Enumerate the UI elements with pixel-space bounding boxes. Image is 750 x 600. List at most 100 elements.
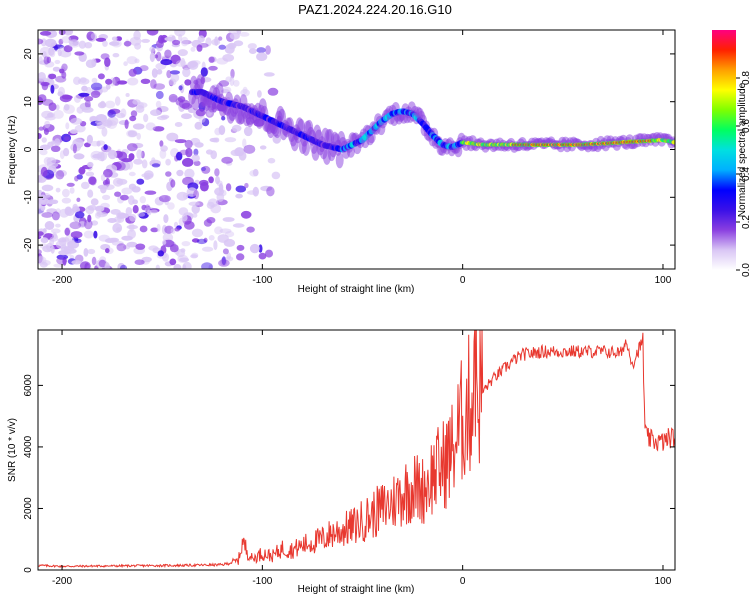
spectrogram-speckle: [178, 217, 185, 226]
spectrogram-speckle: [175, 60, 187, 67]
spectrogram-speckle: [177, 49, 188, 57]
spectrogram-speckle: [150, 209, 158, 214]
spectrogram-speckle: [91, 58, 97, 67]
spectrogram-speckle: [126, 143, 138, 152]
spectrogram-speckle: [179, 257, 190, 263]
spectrogram-speckle: [69, 221, 82, 230]
spectrogram-speckle: [76, 106, 84, 114]
spectrogram-speckle: [81, 85, 88, 92]
spectrogram-speckle: [214, 187, 225, 196]
spectrogram-speckle: [125, 207, 133, 216]
spectrogram-speckle: [186, 187, 198, 197]
spectrogram-speckle: [62, 188, 70, 198]
spectrogram-speckle: [55, 170, 65, 180]
spectrogram-ridge-halo: [335, 152, 344, 169]
spectrogram-speckle: [85, 171, 95, 177]
spectrogram-speckle: [79, 77, 87, 83]
spectrogram-speckle: [242, 138, 247, 148]
spectrogram-speckle: [170, 179, 176, 188]
spectrogram-speckle: [104, 57, 111, 67]
spectrogram-speckle: [120, 264, 127, 269]
spectrogram-speckle: [166, 132, 179, 142]
snr-x-tick-label: -200: [52, 576, 72, 587]
spectrogram-speckle: [112, 177, 124, 187]
spectrogram-speckle: [203, 219, 212, 227]
spectrogram-speckle: [134, 42, 142, 50]
spectrogram-speckle: [129, 115, 137, 122]
spectrogram-speckle: [146, 30, 159, 36]
spectrogram-speckle: [236, 244, 245, 251]
spectrogram-speckle: [149, 52, 155, 63]
spectrogram-speckle: [40, 166, 48, 177]
spectrogram-speckle: [61, 36, 72, 44]
spectrogram-speckle: [91, 256, 97, 266]
spectrogram-speckle: [76, 197, 81, 202]
spectrogram-speckle: [218, 125, 226, 136]
spectrogram-speckle: [180, 248, 186, 253]
spectrogram-speckle: [100, 86, 109, 93]
spectrogram-speckle: [222, 217, 235, 222]
spectrogram-speckle: [191, 228, 204, 238]
spectrogram-ridge-halo: [346, 145, 355, 158]
spectrogram-speckle: [90, 33, 97, 40]
spectrogram-speckle: [181, 40, 192, 45]
spectrogram-speckle: [137, 212, 146, 217]
spectrogram-speckle: [155, 100, 162, 108]
spectrogram-speckle: [169, 70, 180, 75]
spectrogram-speckle: [64, 227, 71, 236]
spectrogram-speckle: [230, 68, 235, 79]
spectrogram-speckle: [109, 41, 120, 46]
spectrogram-speckle: [38, 126, 44, 131]
spectrogram-speckle: [195, 108, 206, 117]
spectrogram-speckle: [100, 53, 110, 60]
spectrogram-speckle: [39, 144, 51, 151]
spectrogram-speckle: [78, 166, 86, 175]
spectrogram-speckle: [73, 153, 85, 160]
spectrogram-speckle: [128, 195, 135, 206]
spectrogram-speckle: [232, 223, 245, 228]
spectrogram-speckle: [120, 108, 127, 118]
spectrogram-speckle: [56, 254, 69, 260]
spectrogram-speckle: [150, 79, 157, 89]
spectrogram-speckle: [235, 185, 247, 193]
spectrogram-speckle: [87, 248, 96, 255]
spectrogram-speckle: [38, 56, 43, 65]
spectrogram-speckle: [225, 256, 234, 262]
spectrogram-speckle: [218, 259, 230, 267]
spectrogram-speckle: [103, 168, 113, 178]
spectrogram-speckle: [176, 151, 183, 161]
spectrogram-speckle: [173, 264, 182, 269]
spectrogram-speckle: [100, 174, 106, 182]
spectrogram-speckle: [210, 204, 222, 214]
spectrogram-speckle: [107, 149, 118, 160]
spectrogram-y-tick-label: -10: [23, 190, 34, 205]
spectrogram-speckle: [179, 149, 189, 156]
spectrogram-speckle: [266, 186, 275, 197]
spectrogram-speckle: [151, 68, 158, 78]
spectrogram-speckle: [235, 193, 243, 199]
spectrogram-speckle: [127, 160, 134, 170]
spectrogram-speckle: [112, 53, 120, 58]
snr-x-axis: -200 -100 0 100: [52, 330, 672, 587]
spectrogram-speckle: [180, 36, 189, 47]
spectrogram-speckle: [256, 52, 268, 61]
spectrogram-speckle: [169, 258, 177, 266]
colorbar-tick-label: 0.6: [741, 119, 750, 133]
spectrogram-speckle: [271, 171, 281, 180]
spectrogram-ridge-halo: [367, 131, 376, 144]
spectrogram-speckle: [194, 121, 203, 130]
snr-x-tick-label: -100: [252, 576, 272, 587]
spectrogram-speckle: [199, 179, 209, 186]
spectrogram-speckle: [70, 231, 83, 239]
spectrogram-x-tick-label: -100: [252, 275, 272, 286]
spectrogram-speckle: [90, 90, 101, 99]
spectrogram-speckle: [242, 86, 248, 95]
spectrogram-speckle: [69, 129, 78, 134]
spectrogram-ridge-halo: [302, 139, 310, 156]
spectrogram-speckle: [156, 115, 168, 121]
spectrogram-speckle: [63, 45, 73, 53]
spectrogram-speckle: [127, 130, 138, 137]
spectrogram-speckle: [136, 132, 141, 140]
spectrogram-speckle: [104, 262, 110, 269]
spectrogram-speckle: [200, 67, 208, 77]
